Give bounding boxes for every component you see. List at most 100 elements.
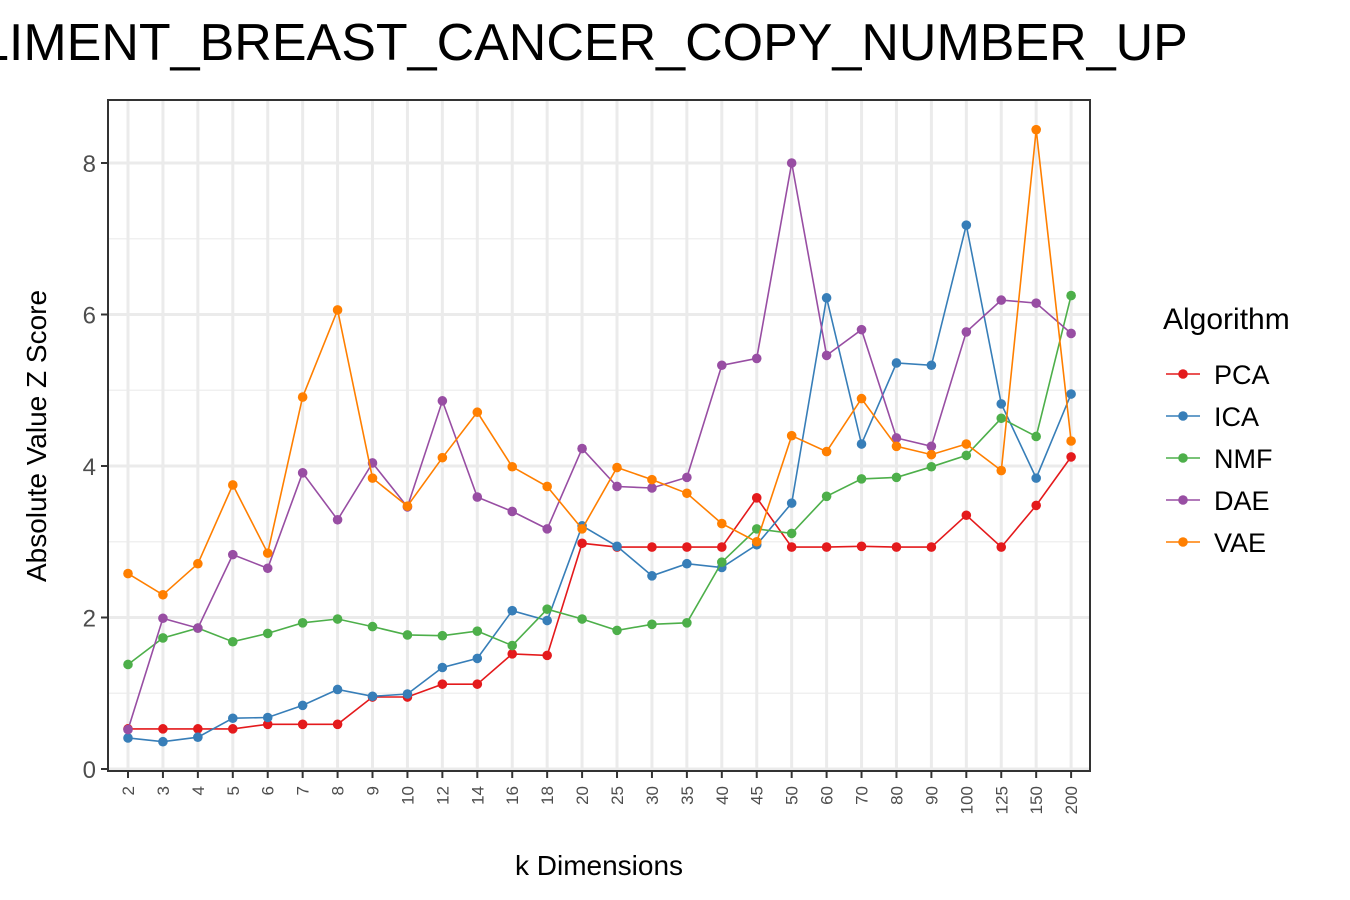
data-point: [437, 396, 448, 406]
x-tick-label: 40: [713, 786, 732, 805]
x-tick-label: 200: [1062, 786, 1081, 814]
x-tick-label: 2: [119, 786, 138, 795]
data-point: [856, 474, 867, 484]
data-point: [961, 439, 972, 449]
x-tick-label: 8: [329, 786, 348, 795]
data-point: [332, 514, 343, 525]
data-point: [996, 399, 1007, 409]
x-tick-label: 16: [503, 786, 522, 805]
data-point: [996, 413, 1007, 424]
data-point: [262, 628, 273, 639]
data-point: [926, 441, 937, 452]
data-point: [227, 480, 238, 490]
legend-key-point: [1178, 537, 1188, 547]
data-point: [891, 433, 902, 443]
legend-key-point: [1178, 495, 1188, 505]
data-point: [786, 498, 797, 508]
x-tick-label: 14: [468, 786, 487, 805]
x-tick-label: 150: [1027, 786, 1046, 814]
data-point: [577, 524, 587, 534]
plot-border: [107, 99, 1091, 772]
data-point: [123, 659, 133, 670]
data-point: [786, 542, 797, 552]
data-point: [158, 613, 168, 624]
data-point: [682, 618, 692, 628]
data-point: [332, 719, 343, 730]
data-point: [891, 542, 902, 552]
data-point: [472, 653, 483, 664]
data-point: [961, 510, 972, 521]
data-point: [297, 719, 308, 730]
data-point: [542, 650, 552, 661]
legend-title: Algorithm: [1163, 303, 1290, 336]
data-point: [402, 501, 413, 511]
data-point: [297, 618, 308, 628]
data-point: [262, 719, 273, 730]
data-point: [682, 488, 692, 499]
data-point: [402, 689, 413, 699]
data-point: [786, 158, 797, 168]
x-tick-label: 125: [992, 786, 1011, 814]
legend-item-nmf: NMF: [1166, 444, 1272, 474]
chart-title: LIMENT_BREAST_CANCER_COPY_NUMBER_UP: [0, 14, 1188, 72]
data-point: [751, 493, 762, 503]
data-point: [227, 713, 238, 724]
data-point: [507, 640, 518, 651]
data-point: [1031, 431, 1041, 442]
data-point: [717, 557, 727, 568]
data-point: [437, 452, 448, 463]
data-point: [437, 662, 448, 673]
data-point: [682, 542, 692, 552]
legend-key-point: [1178, 369, 1188, 379]
x-tick-label: 30: [643, 786, 662, 805]
legend-item-pca: PCA: [1166, 360, 1270, 390]
data-point: [926, 449, 937, 460]
data-point: [926, 461, 937, 472]
data-point: [1031, 124, 1041, 135]
data-point: [437, 630, 448, 641]
grid-layer: [108, 100, 1090, 771]
data-point: [856, 324, 867, 335]
data-point: [193, 623, 203, 633]
x-tick-label: 18: [538, 786, 557, 805]
y-axis-label: Absolute Value Z Score: [21, 290, 52, 582]
data-point: [193, 558, 203, 569]
data-point: [996, 542, 1007, 552]
legend: PCA ICA NMF DAE VAE: [1166, 360, 1272, 558]
series-line: [127, 295, 1072, 666]
legend-label: ICA: [1214, 402, 1259, 432]
data-point: [542, 481, 552, 492]
legend-item-ica: ICA: [1166, 402, 1259, 432]
data-point: [647, 542, 657, 552]
data-point: [332, 684, 343, 695]
y-tick-label: 0: [83, 757, 96, 784]
data-point: [751, 536, 762, 547]
data-point: [262, 563, 273, 574]
data-point: [367, 621, 378, 632]
x-tick-label: 50: [783, 786, 802, 805]
data-point: [1066, 290, 1076, 301]
x-tick-label: 45: [748, 786, 767, 805]
data-point: [856, 541, 867, 552]
x-tick-label: 25: [608, 786, 627, 805]
data-point: [821, 446, 832, 457]
data-point: [193, 724, 203, 734]
data-point: [123, 733, 133, 743]
data-point: [961, 450, 972, 461]
y-tick-label: 6: [83, 303, 96, 330]
x-tick-label: 35: [678, 786, 697, 805]
data-point: [367, 691, 378, 702]
data-point: [1031, 500, 1041, 511]
data-point: [1066, 436, 1076, 446]
x-tick-label: 20: [573, 786, 592, 805]
data-point: [542, 524, 552, 534]
legend-label: NMF: [1214, 444, 1272, 474]
data-point: [717, 542, 727, 552]
legend-item-vae: VAE: [1166, 528, 1266, 558]
data-point: [262, 548, 273, 558]
data-point: [227, 724, 238, 734]
data-point: [262, 712, 273, 723]
data-point: [682, 558, 692, 569]
data-point: [1066, 328, 1076, 339]
data-point: [507, 605, 518, 616]
